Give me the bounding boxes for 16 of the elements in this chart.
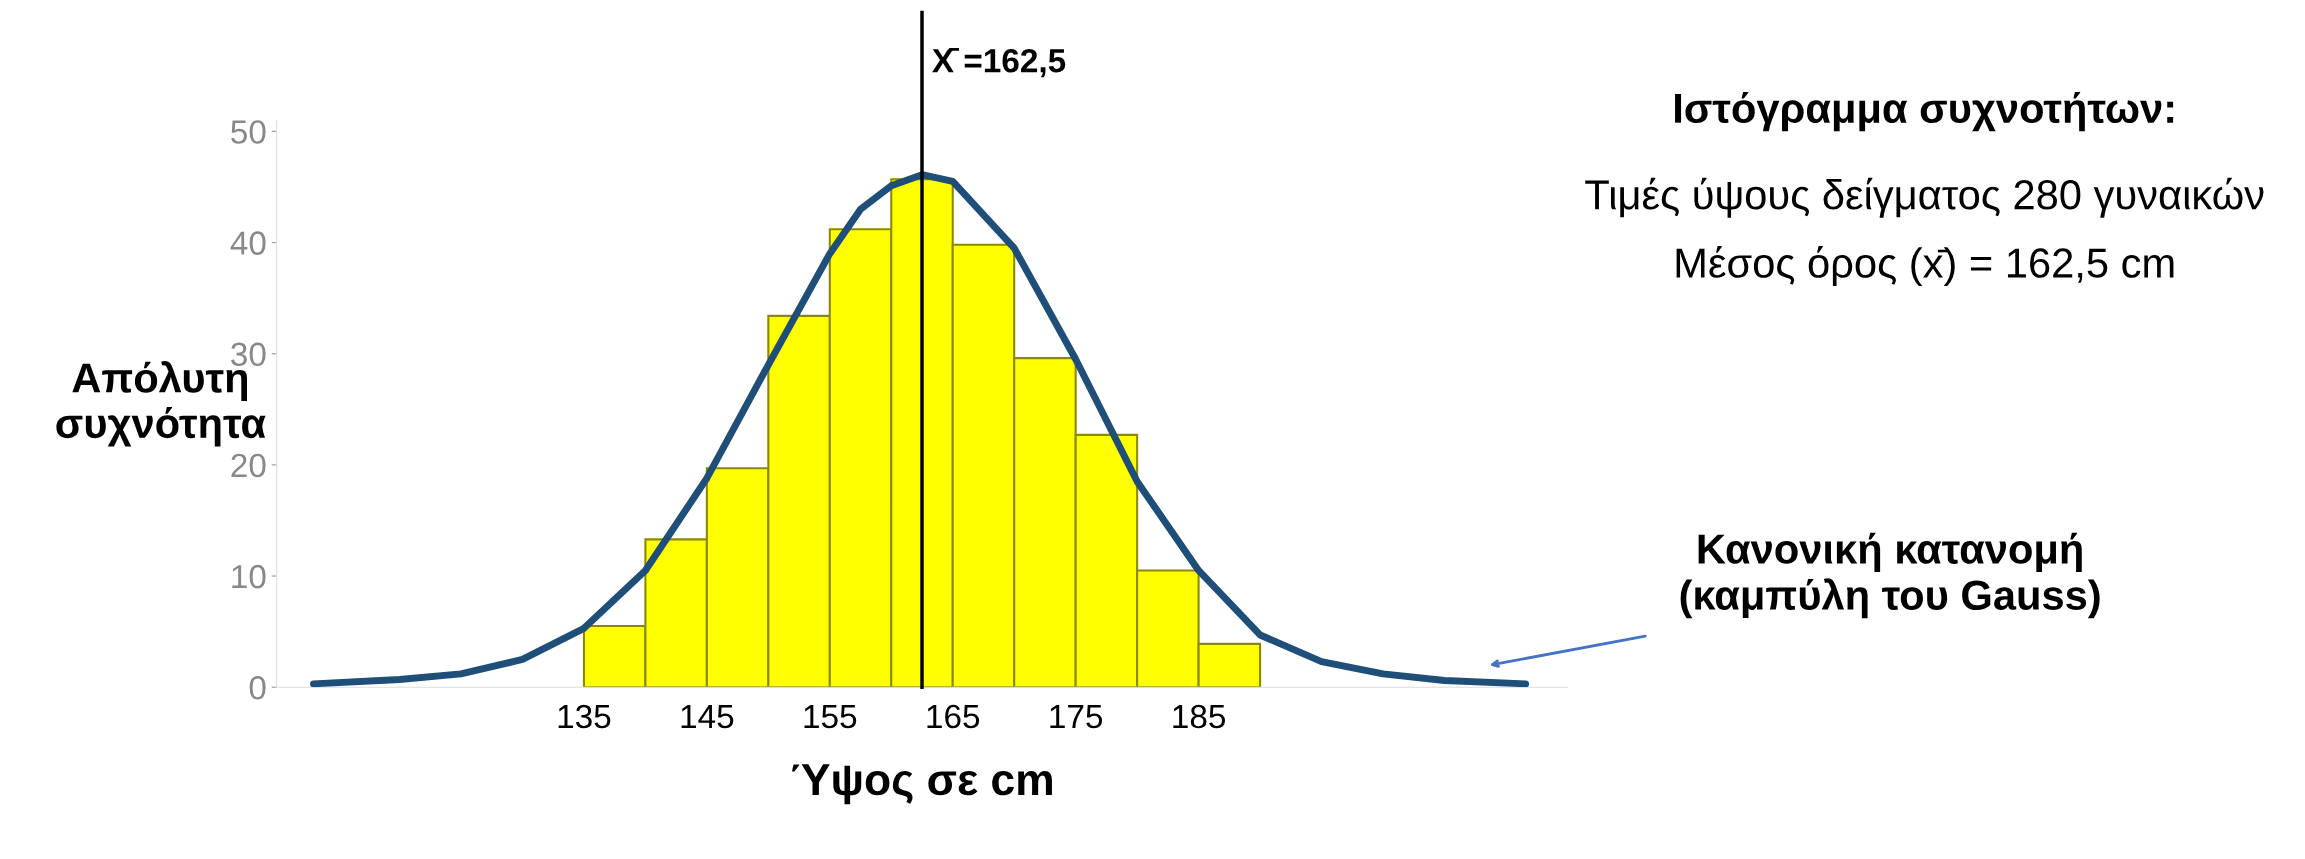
x-tick-label: 165 bbox=[927, 704, 980, 729]
text: Ιστόγραμμα συχνοτήτων: bbox=[1675, 92, 2174, 132]
text: Κανονική κατανομή (καμπύλη του Gauss) bbox=[1680, 532, 2100, 619]
x-tick-label: 145 bbox=[681, 705, 734, 729]
text: Τιμές ύψους δείγματος 280 γυναικών Μέσος όρος (x̄) = 162,5 cm bbox=[1585, 177, 2264, 287]
y-tick-label: 10 bbox=[232, 564, 266, 589]
y-tick-label: 20 bbox=[231, 453, 266, 478]
x-axis-title: Ύψος σε cm bbox=[792, 764, 1052, 805]
y-tick-label: 50 bbox=[231, 120, 266, 144]
ref-line-label: X̄ =162,5 bbox=[932, 48, 1066, 78]
x-tick-label: 135 bbox=[558, 704, 611, 729]
x-tick-label: 185 bbox=[1173, 704, 1226, 729]
y-tick-label: 40 bbox=[230, 231, 266, 255]
x-tick-label: 175 bbox=[1050, 705, 1103, 729]
x-tick-label: 155 bbox=[804, 705, 857, 729]
y-tick-label: 0 bbox=[249, 676, 266, 700]
